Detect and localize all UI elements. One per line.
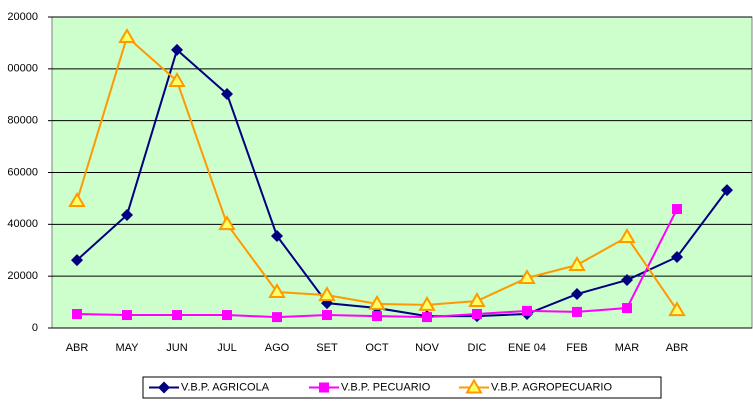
x-tick-label: OCT <box>365 342 389 354</box>
point <box>618 228 636 244</box>
legend-marker <box>319 382 329 393</box>
y-tick-label: 20000 <box>7 11 38 23</box>
series-line <box>76 48 728 318</box>
point <box>271 229 283 242</box>
point <box>572 306 582 317</box>
point <box>122 310 132 321</box>
point <box>372 311 382 322</box>
y-tick-label: 60000 <box>7 166 38 178</box>
x-tick-label: SET <box>316 342 338 354</box>
x-tick-label: JUL <box>217 342 237 354</box>
point <box>622 303 632 314</box>
point <box>571 288 583 301</box>
point <box>522 305 532 316</box>
point <box>368 294 386 310</box>
legend-label: V.B.P. AGROPECUARIO <box>491 381 612 393</box>
point <box>422 312 432 323</box>
point <box>222 310 232 321</box>
x-tick-label: FEB <box>566 342 587 354</box>
point <box>568 256 586 272</box>
point <box>218 215 236 231</box>
point <box>121 209 133 222</box>
point <box>272 312 282 323</box>
point <box>268 282 286 298</box>
x-tick-label: ENE 04 <box>508 342 546 354</box>
point <box>118 27 136 43</box>
legend: V.B.P. AGRICOLA V.B.P. PECUARIO V.B.P. AGR… <box>142 376 662 399</box>
point <box>621 274 633 287</box>
point <box>72 309 82 320</box>
x-tick-label: MAY <box>115 342 139 354</box>
legend-label: V.B.P. AGRICOLA <box>181 381 270 393</box>
legend-marker <box>158 381 170 394</box>
y-tick-label: 00000 <box>7 63 38 75</box>
point <box>322 310 332 321</box>
y-tick-label: 80000 <box>7 115 38 127</box>
x-tick-label: ABR <box>66 342 89 354</box>
point <box>71 254 83 267</box>
y-tick-label: 20000 <box>7 270 38 282</box>
x-tick-label: DIC <box>468 342 487 354</box>
point <box>318 286 336 302</box>
x-tick-label: JUN <box>166 342 187 354</box>
point <box>68 192 86 208</box>
point <box>171 43 183 56</box>
x-tick-label: MAR <box>615 342 640 354</box>
y-tick-label: 0 <box>32 322 38 334</box>
legend-label: V.B.P. PECUARIO <box>341 381 431 393</box>
point <box>672 204 682 215</box>
point <box>468 292 486 308</box>
point <box>668 301 686 317</box>
point <box>418 295 436 311</box>
legend-marker <box>465 378 483 394</box>
point <box>671 250 683 263</box>
point <box>168 72 186 88</box>
x-tick-label: AGO <box>265 342 290 354</box>
point <box>518 268 536 284</box>
legend-box <box>142 376 662 399</box>
point <box>172 310 182 321</box>
point <box>472 309 482 320</box>
x-tick-label: ABR <box>666 342 689 354</box>
point <box>221 87 233 100</box>
y-tick-label: 40000 <box>7 218 38 230</box>
x-tick-label: NOV <box>415 342 440 354</box>
point <box>721 184 733 197</box>
